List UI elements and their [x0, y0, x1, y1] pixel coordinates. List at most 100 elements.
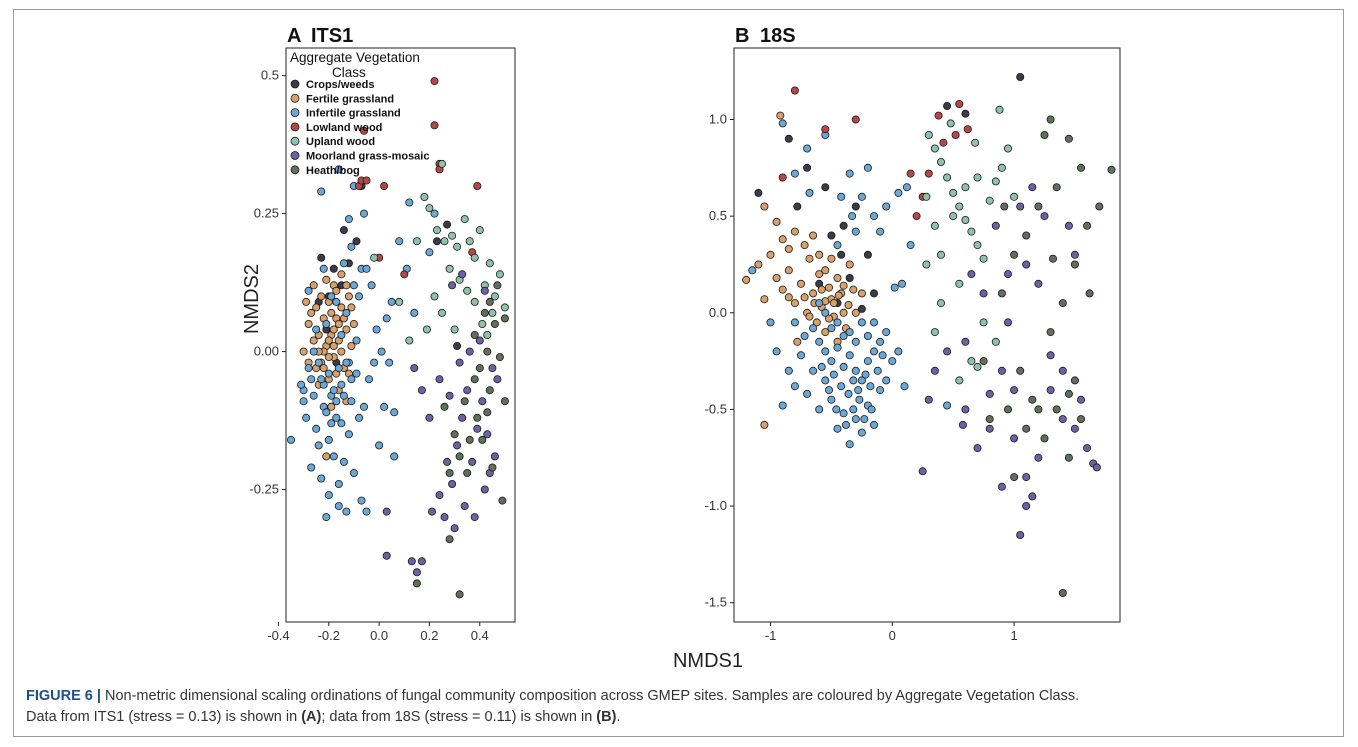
- point-fertile-grassland: [834, 291, 843, 300]
- point-infertile-grassland: [357, 496, 366, 505]
- point-fertile-grassland: [349, 319, 358, 328]
- panel-a-letter: A: [287, 25, 301, 47]
- point-fertile-grassland: [329, 341, 338, 350]
- point-upland-wood: [922, 192, 931, 201]
- point-heath-bog: [455, 590, 464, 599]
- point-infertile-grassland: [784, 366, 793, 375]
- point-upland-wood: [949, 212, 958, 221]
- point-upland-wood: [405, 336, 414, 345]
- point-upland-wood: [937, 157, 946, 166]
- point-infertile-grassland: [854, 386, 863, 395]
- point-infertile-grassland: [342, 507, 351, 516]
- point-heath-bog: [1052, 183, 1061, 192]
- point-infertile-grassland: [797, 351, 806, 360]
- point-infertile-grassland: [882, 376, 891, 385]
- point-upland-wood: [967, 357, 976, 366]
- point-heath-bog: [470, 330, 479, 339]
- point-heath-bog: [1058, 589, 1067, 598]
- point-infertile-grassland: [839, 362, 848, 371]
- point-infertile-grassland: [297, 380, 306, 389]
- point-infertile-grassland: [772, 347, 781, 356]
- point-heath-bog: [500, 314, 509, 323]
- point-fertile-grassland: [776, 111, 785, 120]
- point-infertile-grassland: [390, 452, 399, 461]
- legend-title-line2: Class: [332, 65, 366, 80]
- point-heath-bog: [1034, 202, 1043, 211]
- point-infertile-grassland: [906, 241, 915, 250]
- point-fertile-grassland: [821, 266, 830, 275]
- point-lowland-wood: [778, 173, 787, 182]
- point-fertile-grassland: [347, 341, 356, 350]
- point-moorland-grass-mosaic: [924, 395, 933, 404]
- y-tick-label: -0.25: [249, 482, 279, 497]
- point-moorland-grass-mosaic: [1016, 202, 1025, 211]
- point-infertile-grassland: [334, 479, 343, 488]
- point-infertile-grassland: [848, 212, 857, 221]
- point-moorland-grass-mosaic: [443, 457, 452, 466]
- point-infertile-grassland: [307, 375, 316, 384]
- point-infertile-grassland: [873, 366, 882, 375]
- point-fertile-grassland: [833, 273, 842, 282]
- point-upland-wood: [991, 177, 1000, 186]
- point-infertile-grassland: [821, 347, 830, 356]
- point-infertile-grassland: [314, 441, 323, 450]
- point-upland-wood: [991, 337, 1000, 346]
- point-fertile-grassland: [778, 285, 787, 294]
- point-moorland-grass-mosaic: [967, 270, 976, 279]
- point-moorland-grass-mosaic: [979, 289, 988, 298]
- point-upland-wood: [475, 226, 484, 235]
- point-infertile-grassland: [849, 405, 858, 414]
- point-fertile-grassland: [772, 217, 781, 226]
- point-upland-wood: [971, 138, 980, 147]
- point-fertile-grassland: [815, 270, 824, 279]
- point-upland-wood: [955, 376, 964, 385]
- point-infertile-grassland: [844, 389, 853, 398]
- point-fertile-grassland: [800, 293, 809, 302]
- point-infertile-grassland: [347, 375, 356, 384]
- point-moorland-grass-mosaic: [1022, 501, 1031, 510]
- point-moorland-grass-mosaic: [435, 491, 444, 500]
- point-infertile-grassland: [317, 474, 326, 483]
- point-lowland-wood: [430, 121, 439, 130]
- point-lowland-wood: [359, 126, 368, 135]
- point-heath-bog: [445, 535, 454, 544]
- point-infertile-grassland: [833, 241, 842, 250]
- legend-marker-upland-wood: [290, 136, 300, 146]
- legend-label-lowland-wood: Lowland wood: [306, 122, 382, 134]
- point-heath-bog: [1022, 424, 1031, 433]
- point-lowland-wood: [955, 100, 964, 109]
- point-fertile-grassland: [790, 227, 799, 236]
- point-moorland-grass-mosaic: [1028, 492, 1037, 501]
- point-infertile-grassland: [395, 237, 404, 246]
- point-fertile-grassland: [790, 299, 799, 308]
- point-upland-wood: [445, 264, 454, 273]
- caption-ref-b: (B): [596, 709, 617, 725]
- point-upland-wood: [961, 215, 970, 224]
- point-infertile-grassland: [845, 328, 854, 337]
- y-tick-label: 0.5: [261, 68, 279, 83]
- point-fertile-grassland: [849, 285, 858, 294]
- point-moorland-grass-mosaic: [455, 358, 464, 367]
- point-upland-wood: [973, 173, 982, 182]
- point-heath-bog: [450, 430, 459, 439]
- point-fertile-grassland: [327, 308, 336, 317]
- point-fertile-grassland: [347, 303, 356, 312]
- point-upland-wood: [437, 308, 446, 317]
- point-moorland-grass-mosaic: [1028, 183, 1037, 192]
- point-fertile-grassland: [857, 289, 866, 298]
- point-infertile-grassland: [312, 424, 321, 433]
- point-heath-bog: [440, 402, 449, 411]
- point-moorland-grass-mosaic: [488, 364, 497, 373]
- point-fertile-grassland: [342, 281, 351, 290]
- point-infertile-grassland: [849, 376, 858, 385]
- point-moorland-grass-mosaic: [997, 366, 1006, 375]
- x-tick-label: 0.2: [420, 628, 438, 643]
- legend-items: Crops/weeds Fertile grassland Infertile gr…: [290, 79, 429, 177]
- panel-b-plot-area: [733, 47, 1121, 623]
- point-moorland-grass-mosaic: [1034, 279, 1043, 288]
- point-infertile-grassland: [778, 119, 787, 128]
- point-heath-bog: [1046, 328, 1055, 337]
- legend-label-crops-weeds: Crops/weeds: [306, 79, 374, 91]
- point-infertile-grassland: [898, 279, 907, 288]
- point-lowland-wood: [912, 212, 921, 221]
